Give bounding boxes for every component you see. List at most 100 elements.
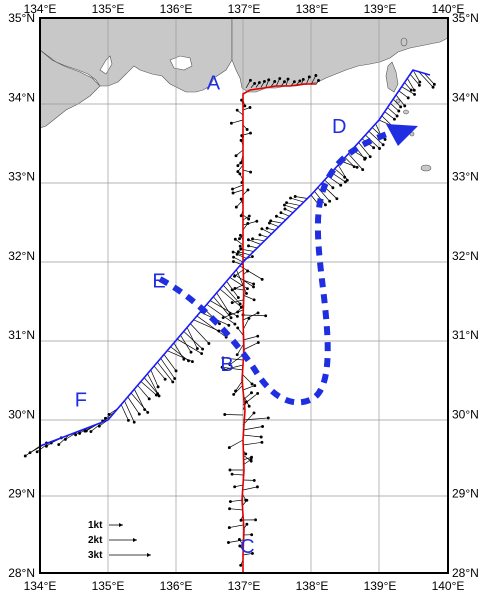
current-vector <box>226 281 239 298</box>
vector-tip <box>137 412 141 416</box>
blue-track <box>39 69 431 447</box>
vector-tip <box>298 79 302 83</box>
vector-tip <box>343 180 347 184</box>
vector-tip <box>147 397 151 401</box>
vector-tip <box>345 178 349 182</box>
vector-tip <box>233 286 237 290</box>
lat-tick-right: 34°N <box>452 90 479 104</box>
vector-tip <box>247 214 251 218</box>
vector-tip <box>245 522 249 526</box>
vector-tip <box>89 430 93 433</box>
vector-tip <box>269 219 273 223</box>
vector-tip <box>355 165 359 169</box>
vector-tip <box>163 377 167 381</box>
legend-arrowhead <box>147 553 151 557</box>
current-vector <box>219 288 242 308</box>
current-vector <box>401 86 415 95</box>
current-vector <box>261 228 272 235</box>
legend-label: 2kt <box>88 535 103 546</box>
vector-tip <box>395 114 399 118</box>
vector-tip <box>238 544 242 548</box>
vector-tip <box>200 352 204 356</box>
vector-tip <box>255 485 259 489</box>
lat-tick-left: 35°N <box>8 11 35 25</box>
vector-tip <box>229 316 233 320</box>
current-vector <box>392 98 401 108</box>
vector-tip <box>245 498 249 502</box>
vector-tip <box>228 363 232 367</box>
current-vector <box>245 80 251 89</box>
vector-tip <box>233 274 236 278</box>
vector-tip <box>236 250 240 254</box>
lat-tick-right: 32°N <box>452 249 479 263</box>
vector-tip <box>252 411 256 415</box>
vector-tip <box>256 391 260 395</box>
current-vector <box>280 212 290 217</box>
vector-tip <box>146 410 150 414</box>
vector-tip <box>285 201 289 205</box>
lat-tick-right: 35°N <box>452 11 479 25</box>
vector-tip <box>246 188 250 192</box>
vector-tip <box>246 221 250 225</box>
current-vector <box>412 69 421 83</box>
vector-tip <box>283 207 287 211</box>
red-track <box>241 83 316 573</box>
current-vector <box>216 292 231 315</box>
vector-tip <box>383 137 387 141</box>
vector-tip <box>238 244 242 248</box>
vector-tip <box>221 356 225 360</box>
vector-tip <box>418 80 422 84</box>
vector-tip <box>187 359 190 363</box>
current-vector <box>134 389 145 410</box>
vector-tip <box>235 252 239 256</box>
vector-tip <box>97 424 101 428</box>
vector-tip <box>143 408 147 411</box>
current-vector <box>424 73 435 85</box>
vector-tip <box>233 237 237 241</box>
lat-tick-left: 33°N <box>8 170 35 184</box>
vector-tip <box>307 75 311 79</box>
vector-tip <box>235 314 239 318</box>
current-arrowhead <box>386 124 418 146</box>
current-vector <box>186 327 198 349</box>
vector-tip <box>250 533 254 537</box>
vector-tip <box>221 316 225 320</box>
land-bay <box>169 55 193 71</box>
vector-tip <box>245 291 248 295</box>
vector-tip <box>235 108 239 112</box>
lat-tick-left: 29°N <box>8 487 35 501</box>
vector-tip <box>352 165 356 169</box>
vector-tip <box>249 170 253 174</box>
land-izu-island-2 <box>403 109 409 115</box>
vector-tip <box>406 96 410 100</box>
current-vector <box>232 184 244 190</box>
point-label-f: F <box>75 390 87 412</box>
vector-tip <box>223 413 227 416</box>
vector-tip <box>201 347 205 351</box>
vector-tip <box>283 80 286 84</box>
current-vector <box>317 187 330 202</box>
current-vector <box>233 256 244 263</box>
current-vector <box>242 553 253 556</box>
vector-tip <box>267 221 271 225</box>
current-vector <box>286 202 301 206</box>
vector-tip <box>236 170 240 174</box>
current-vector <box>248 245 258 249</box>
vector-tip <box>392 117 396 121</box>
vector-tip <box>260 277 264 281</box>
current-vector <box>242 417 269 421</box>
vector-tip <box>239 138 243 142</box>
vector-tip <box>361 168 365 172</box>
current-vector <box>157 361 174 383</box>
vector-tip <box>239 197 243 201</box>
vector-tip <box>231 250 235 254</box>
current-vector <box>314 191 326 206</box>
vector-tip <box>156 385 160 389</box>
current-vector <box>209 300 238 317</box>
vector-tip <box>84 429 88 433</box>
vector-tip <box>74 433 78 437</box>
vector-tip <box>238 302 242 306</box>
vector-tip <box>251 551 254 555</box>
current-vector <box>242 342 259 351</box>
current-vector <box>224 364 244 371</box>
